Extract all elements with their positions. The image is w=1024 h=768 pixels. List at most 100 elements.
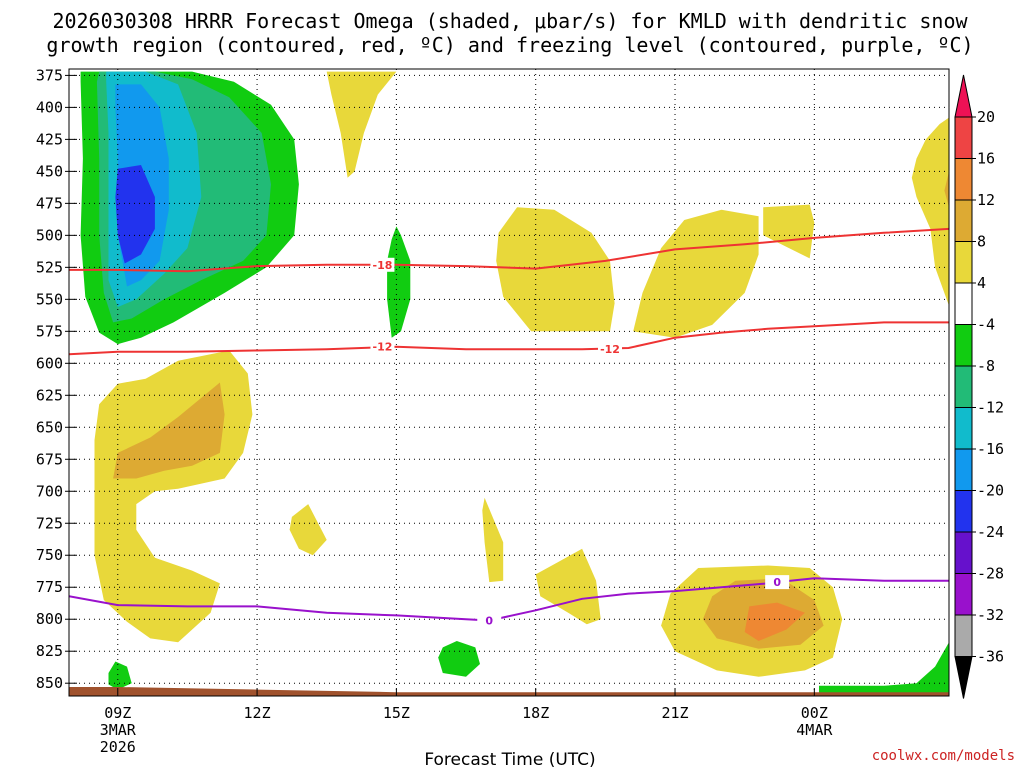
colorbar-arrow-top bbox=[954, 74, 973, 118]
plot-area bbox=[69, 69, 949, 696]
omega-region-ascent-lower-right bbox=[819, 642, 949, 696]
colorbar-block-9 bbox=[954, 490, 973, 533]
omega-region-ascent-mid-sliver bbox=[387, 226, 411, 338]
colorbar-block-8 bbox=[954, 448, 973, 491]
x-tick-label-2: 15Z bbox=[383, 704, 410, 722]
contour-dgz-minus18 bbox=[69, 227, 949, 273]
chart-title-line2: growth region (contoured, red, ºC) and f… bbox=[46, 33, 973, 57]
y-tick-label-17: 800 bbox=[36, 610, 63, 628]
y-axis: 375 400 425 450 475 500 525 550 575 600 625 650 675 7… bbox=[36, 66, 77, 692]
y-tick-label-9: 600 bbox=[36, 354, 63, 372]
colorbar-block-6 bbox=[954, 365, 973, 408]
y-tick-label-1: 400 bbox=[36, 98, 63, 116]
colorbar-label-8: -16 bbox=[977, 440, 1004, 458]
plot-frame bbox=[68, 68, 950, 697]
omega-region-ascent-small-mid bbox=[438, 641, 480, 677]
colorbar-label-3: 8 bbox=[977, 233, 986, 251]
x-tick-year-0: 2026 bbox=[100, 738, 136, 756]
y-tick-label-12: 675 bbox=[36, 450, 63, 468]
omega-region-ascent-small-left bbox=[108, 661, 132, 690]
colorbar-block-10 bbox=[954, 531, 973, 574]
colorbar-block-0 bbox=[954, 116, 973, 159]
terrain-fill bbox=[69, 687, 949, 696]
omega-region-descent-small-2 bbox=[482, 497, 504, 583]
y-tick-label-18: 825 bbox=[36, 642, 63, 660]
contour-label-dgz-minus12-0: -12 bbox=[373, 341, 393, 354]
x-tick-label-3: 18Z bbox=[522, 704, 549, 722]
colorbar-label-9: -20 bbox=[977, 482, 1004, 500]
colorbar-block-3 bbox=[954, 241, 973, 284]
contour-label-dgz-minus18-0: -18 bbox=[373, 259, 393, 272]
colorbar-block-7 bbox=[954, 407, 973, 450]
colorbar-label-1: 16 bbox=[977, 150, 995, 168]
colorbar-label-10: -24 bbox=[977, 523, 1004, 541]
y-tick-label-7: 550 bbox=[36, 290, 63, 308]
contour-label-bg-freezing-level-0 bbox=[477, 613, 502, 628]
x-tick-label-1: 12Z bbox=[244, 704, 271, 722]
omega-region-descent-far-right-core bbox=[944, 171, 949, 208]
colorbar-label-5: -4 bbox=[977, 316, 995, 334]
colorbar-label-6: -8 bbox=[977, 357, 995, 375]
colorbar-block-11 bbox=[954, 573, 973, 616]
contour-label-freezing-level-0: 0 bbox=[485, 615, 493, 628]
colorbar-block-2 bbox=[954, 199, 973, 242]
y-tick-label-19: 850 bbox=[36, 674, 63, 692]
colorbar-label-12: -32 bbox=[977, 606, 1004, 624]
colorbar-label-7: -12 bbox=[977, 399, 1004, 417]
omega-region-descent-mid-lower bbox=[535, 548, 601, 625]
y-tick-label-15: 750 bbox=[36, 546, 63, 564]
y-tick-label-0: 375 bbox=[36, 66, 63, 84]
contour-label-dgz-minus12-1: -12 bbox=[600, 343, 620, 356]
omega-region-descent-top-ridge bbox=[326, 71, 397, 178]
omega-region-descent-top-right bbox=[763, 204, 815, 259]
colorbar-block-1 bbox=[954, 158, 973, 201]
chart-title-line1: 2026030308 HRRR Forecast Omega (shaded, … bbox=[52, 9, 968, 33]
y-tick-label-8: 575 bbox=[36, 322, 63, 340]
omega-region-descent-small-1 bbox=[289, 504, 327, 556]
colorbar-label-2: 12 bbox=[977, 191, 995, 209]
y-tick-label-3: 450 bbox=[36, 162, 63, 180]
x-tick-label-0: 09Z bbox=[104, 704, 131, 722]
x-axis-label: Forecast Time (UTC) bbox=[424, 750, 595, 768]
contour-label-bg-dgz-minus12-1 bbox=[598, 342, 623, 357]
colorbar-label-13: -36 bbox=[977, 648, 1004, 666]
contour-dgz-minus12 bbox=[69, 321, 949, 356]
terrain-layer bbox=[69, 687, 949, 696]
colorbar-arrow-bottom bbox=[954, 656, 973, 699]
x-tick-label-4: 21Z bbox=[661, 704, 688, 722]
y-tick-label-5: 500 bbox=[36, 226, 63, 244]
omega-regions bbox=[80, 71, 949, 696]
x-tick-date-0: 3MAR bbox=[100, 721, 137, 739]
y-tick-label-10: 625 bbox=[36, 386, 63, 404]
omega-region-ascent-darkblue bbox=[115, 165, 155, 264]
y-tick-label-2: 425 bbox=[36, 130, 63, 148]
colorbar: 20 16 12 8 4 -4 -8 -12 -16 -20 -24 -28 -32 -36 bbox=[954, 74, 1004, 699]
colorbar-label-0: 20 bbox=[977, 108, 995, 126]
x-tick-date-5: 4MAR bbox=[796, 721, 833, 739]
y-tick-label-16: 775 bbox=[36, 578, 63, 596]
y-tick-label-14: 725 bbox=[36, 514, 63, 532]
contour-label-bg-freezing-level-1 bbox=[765, 575, 790, 590]
contour-label-freezing-level-1: 0 bbox=[773, 576, 781, 589]
colorbar-label-4: 4 bbox=[977, 274, 986, 292]
x-tick-label-5: 00Z bbox=[801, 704, 828, 722]
omega-region-descent-lower-right-core bbox=[744, 602, 805, 641]
contour-label-bg-dgz-minus12-0 bbox=[370, 339, 395, 354]
omega-region-descent-far-right bbox=[911, 117, 949, 306]
colorbar-block-12 bbox=[954, 614, 973, 657]
omega-region-descent-left-core bbox=[113, 382, 225, 479]
colorbar-block-4 bbox=[954, 282, 973, 325]
contour-labels: -18 -12 -12 0 0 bbox=[370, 257, 790, 628]
y-tick-label-4: 475 bbox=[36, 194, 63, 212]
omega-region-descent-upper-right bbox=[633, 209, 759, 338]
y-tick-label-6: 525 bbox=[36, 258, 63, 276]
y-tick-label-11: 650 bbox=[36, 418, 63, 436]
colorbar-label-11: -28 bbox=[977, 565, 1004, 583]
colorbar-block-5 bbox=[954, 324, 973, 367]
omega-region-descent-mid-upper bbox=[496, 207, 615, 332]
credit-text: coolwx.com/models bbox=[872, 748, 1015, 764]
y-tick-label-13: 700 bbox=[36, 482, 63, 500]
contour-label-bg-dgz-minus18-0 bbox=[370, 257, 395, 272]
